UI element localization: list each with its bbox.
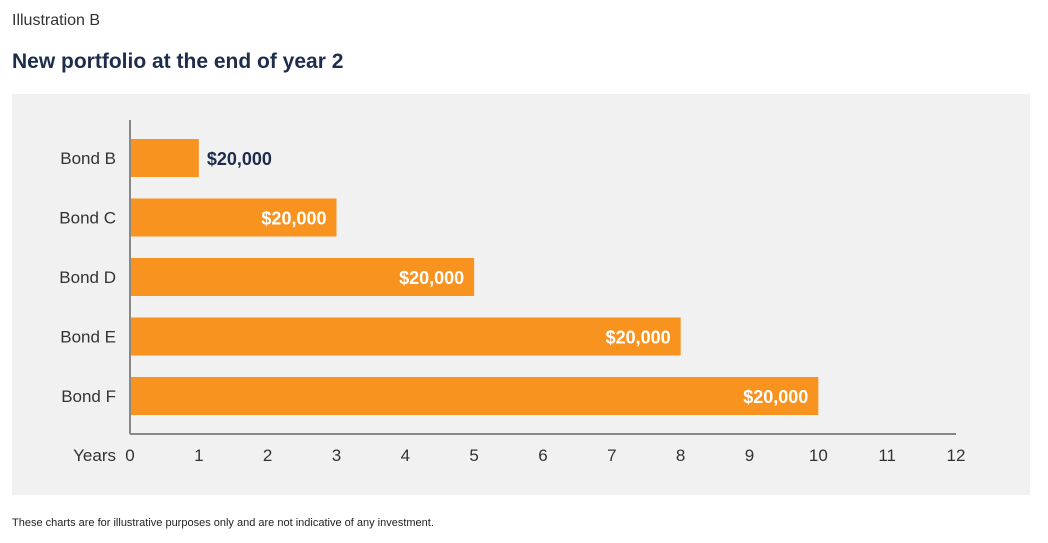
- x-tick-label: 1: [194, 446, 203, 465]
- bar-chart: Bond B $20,000 Bond C $20,000 Bond D $20,000 B…: [59, 120, 965, 465]
- x-tick-label: 11: [878, 446, 896, 465]
- labels-layer: Bond B $20,000 Bond C $20,000 Bond D $20,000 B…: [59, 149, 808, 407]
- bars-layer: [130, 139, 819, 415]
- x-tick-label: 8: [676, 446, 685, 465]
- bar-bond-f: [130, 377, 819, 415]
- x-tick-label: 10: [809, 446, 828, 465]
- x-tick-label: 4: [401, 446, 410, 465]
- x-axis-title: Years: [73, 446, 116, 465]
- category-label: Bond F: [61, 387, 116, 406]
- x-tick-label: 7: [607, 446, 616, 465]
- category-label: Bond C: [59, 209, 116, 228]
- x-tick-label: 2: [263, 446, 272, 465]
- x-tick-label: 5: [469, 446, 478, 465]
- category-label: Bond D: [59, 268, 116, 287]
- data-label: $20,000: [743, 387, 808, 407]
- data-label: $20,000: [261, 209, 326, 229]
- data-label: $20,000: [399, 268, 464, 288]
- bar-bond-e: [130, 317, 681, 356]
- illustration-label: Illustration B: [12, 12, 101, 29]
- ticks-layer: 0 1 2 3 4 5 6 7 8 9 10 11 12: [125, 446, 965, 465]
- category-label: Bond B: [60, 149, 116, 168]
- x-tick-label: 3: [332, 446, 341, 465]
- x-tick-label: 6: [538, 446, 547, 465]
- x-tick-label: 9: [745, 446, 754, 465]
- x-tick-label: 0: [125, 446, 134, 465]
- x-tick-label: 12: [947, 446, 966, 465]
- chart-title: New portfolio at the end of year 2: [12, 50, 344, 73]
- data-label: $20,000: [207, 149, 272, 169]
- disclaimer-footnote: These charts are for illustrative purpos…: [12, 517, 434, 529]
- bar-bond-b: [130, 139, 199, 177]
- data-label: $20,000: [606, 328, 671, 348]
- bar-bond-d: [130, 258, 475, 296]
- bar-bond-c: [130, 198, 337, 237]
- category-label: Bond E: [60, 328, 116, 347]
